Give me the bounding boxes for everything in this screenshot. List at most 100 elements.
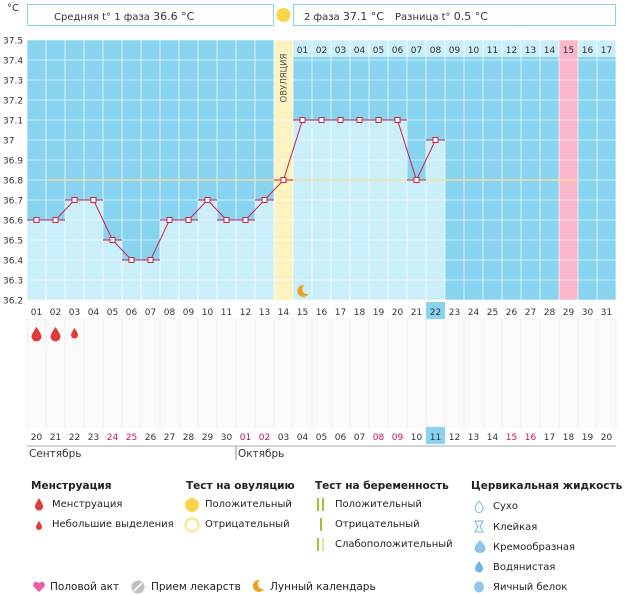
temp-bar	[369, 120, 388, 300]
temp-point	[299, 117, 306, 123]
cycle-day-label: 28	[544, 308, 556, 318]
cycle-day-label: 30	[582, 308, 594, 318]
ovulation-band	[274, 40, 293, 300]
phase2-value: 37.1 °C	[342, 10, 385, 23]
y-tick-label: 37.3	[3, 77, 23, 87]
cycle-day-label: 12	[240, 308, 251, 318]
temp-point	[185, 217, 192, 223]
diff-label: Разница t°	[395, 12, 451, 23]
date-label: 22	[69, 433, 80, 443]
date-label: 06	[335, 433, 347, 443]
date-label: 05	[316, 433, 327, 443]
moon-icon	[297, 284, 309, 297]
y-tick-label: 37.4	[3, 57, 23, 67]
diff-value: 0.5 °C	[453, 10, 488, 23]
temp-bar	[312, 120, 331, 300]
temp-point	[166, 217, 173, 223]
temp-bar	[65, 200, 84, 300]
temp-bar	[103, 240, 122, 300]
cycle-day-label: 29	[563, 308, 575, 318]
cycle-day-label: 18	[354, 308, 366, 318]
date-label: 25	[126, 433, 137, 443]
highlight-band	[559, 40, 578, 300]
temp-bar	[293, 120, 312, 300]
phase2-day-label: 13	[525, 46, 536, 56]
cycle-day-label: 15	[297, 308, 308, 318]
temp-point	[337, 117, 344, 123]
temp-bar	[388, 120, 407, 300]
y-tick-label: 37.1	[3, 117, 23, 127]
phase2-label: 2 фаза	[304, 12, 340, 23]
date-label: 09	[392, 433, 404, 443]
drop-small-icon	[36, 521, 42, 530]
date-label: 30	[221, 433, 233, 443]
temp-bar	[350, 120, 369, 300]
phase2-day-label: 14	[544, 46, 556, 56]
temp-point	[413, 177, 420, 183]
cycle-day-label: 27	[525, 308, 536, 318]
phase1-header-box	[27, 4, 274, 26]
y-tick-label: 36.2	[3, 297, 23, 307]
legend-cervical-sticky: Клейкая	[493, 522, 538, 533]
phase2-day-label: 02	[316, 46, 327, 56]
date-label: 21	[50, 433, 61, 443]
cycle-day-label: 07	[145, 308, 156, 318]
cycle-day-label: 31	[601, 308, 612, 318]
pregnancy-weak-icon	[317, 538, 324, 551]
cycle-day-label: 11	[221, 308, 232, 318]
cycle-day-label: 06	[126, 308, 138, 318]
y-tick-label: 36.5	[3, 237, 23, 247]
temp-point	[52, 217, 59, 223]
phase2-day-label: 05	[373, 46, 384, 56]
date-label: 08	[373, 433, 385, 443]
temp-bar	[84, 200, 103, 300]
date-label: 14	[487, 433, 499, 443]
phase2-day-label: 12	[506, 46, 517, 56]
date-label: 01	[240, 433, 251, 443]
drop-large-icon	[50, 327, 61, 342]
cycle-day-label: 21	[411, 308, 422, 318]
current-day-marker	[426, 302, 445, 319]
date-label: 27	[164, 433, 175, 443]
phase2-day-label: 09	[449, 46, 461, 56]
watery-icon	[475, 561, 483, 573]
y-tick-label: 36.8	[3, 177, 23, 187]
cycle-day-label: 22	[430, 308, 441, 318]
phase2-day-label: 01	[297, 46, 308, 56]
phase2-day-label: 08	[430, 46, 442, 56]
date-label: 13	[468, 433, 479, 443]
temp-point	[261, 197, 268, 203]
legend-ovulation-negative: Отрицательный	[205, 519, 290, 530]
phase2-avg: 2 фаза 37.1 °C	[304, 10, 384, 23]
pregnancy-positive-icon	[317, 498, 324, 511]
date-label: 20	[601, 433, 613, 443]
cycle-day-label: 13	[259, 308, 270, 318]
temp-diff: Разница t° 0.5 °C	[395, 10, 488, 23]
temp-point	[356, 117, 363, 123]
temp-point	[109, 237, 116, 243]
cycle-day-label: 25	[487, 308, 498, 318]
phase2-header-band	[293, 40, 616, 57]
legend-cervical-creamy: Кремообразная	[493, 542, 576, 553]
phase2-day-label: 04	[354, 46, 366, 56]
legend-medication: Прием лекарств	[151, 581, 241, 593]
y-tick-label: 37.2	[3, 97, 23, 107]
legend-cervical-watery: Водянистая	[493, 562, 556, 573]
ovulation-sun-icon	[276, 8, 291, 22]
cycle-day-label: 03	[69, 308, 80, 318]
date-label: 29	[202, 433, 214, 443]
phase2-header-box	[293, 4, 616, 26]
dry-icon	[474, 500, 484, 513]
events-area	[27, 318, 616, 428]
legend-pregnancy-title: Тест на беременность	[315, 480, 449, 492]
cycle-day-label: 26	[506, 308, 518, 318]
phase2-day-label: 03	[335, 46, 346, 56]
temp-bar	[198, 200, 217, 300]
temp-point	[71, 197, 78, 203]
pill-icon	[131, 580, 145, 594]
y-tick-label: 37.5	[3, 37, 23, 47]
cycle-day-label: 02	[50, 308, 61, 318]
temp-point	[204, 197, 211, 203]
temp-point	[280, 177, 287, 183]
y-axis-unit: °C	[7, 3, 19, 14]
